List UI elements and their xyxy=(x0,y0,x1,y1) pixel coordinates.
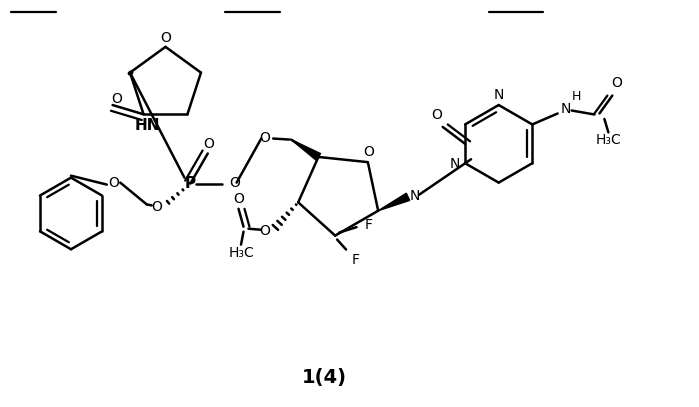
Text: H₃C: H₃C xyxy=(596,133,621,147)
Text: P: P xyxy=(185,176,196,191)
Text: O: O xyxy=(111,92,122,106)
Text: O: O xyxy=(259,131,270,144)
Text: N: N xyxy=(450,157,461,171)
Text: N: N xyxy=(493,88,504,102)
Text: O: O xyxy=(233,192,244,206)
Text: O: O xyxy=(259,224,270,238)
Text: O: O xyxy=(160,31,171,45)
Text: O: O xyxy=(229,175,240,190)
Text: O: O xyxy=(431,109,442,123)
Text: N: N xyxy=(410,189,420,203)
Text: HN: HN xyxy=(135,118,161,133)
Text: O: O xyxy=(611,76,622,90)
Polygon shape xyxy=(291,140,321,160)
Polygon shape xyxy=(378,193,410,211)
Text: O: O xyxy=(108,175,119,190)
Text: N: N xyxy=(561,101,571,116)
Text: F: F xyxy=(364,218,373,232)
Text: O: O xyxy=(203,136,214,151)
Text: O: O xyxy=(363,145,374,159)
Text: H: H xyxy=(572,90,582,103)
Text: H₃C: H₃C xyxy=(228,245,254,260)
Text: 1(4): 1(4) xyxy=(302,368,347,387)
Text: O: O xyxy=(151,200,162,214)
Text: F: F xyxy=(352,254,360,267)
